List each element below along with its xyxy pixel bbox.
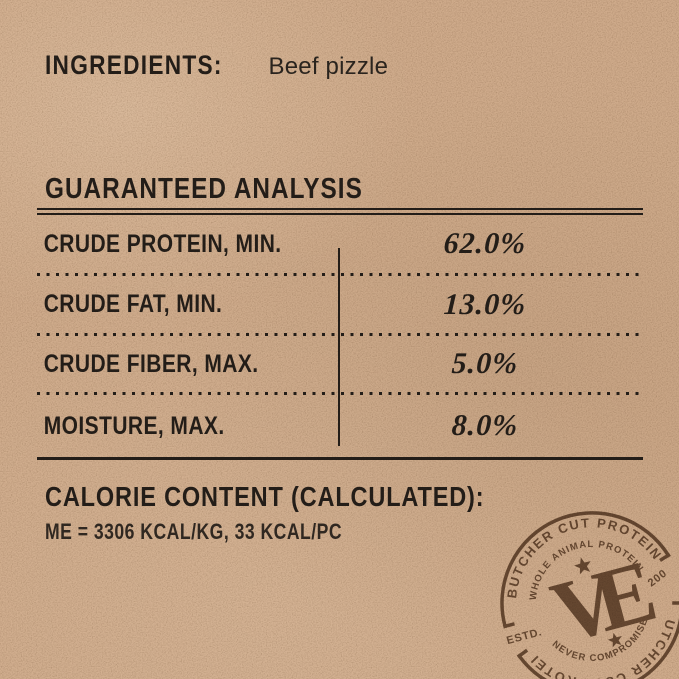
table-row: CRUDE FIBER, MAX. 5.0% bbox=[37, 336, 643, 392]
stamp-estd: ESTD. bbox=[505, 626, 543, 647]
ingredients-line: INGREDIENTS: Beef pizzle bbox=[45, 50, 388, 81]
nutrient-value: 13.0% bbox=[442, 287, 528, 321]
nutrient-label: CRUDE FIBER, MAX. bbox=[43, 349, 259, 378]
bottom-rule bbox=[37, 457, 643, 460]
stamp-year: 200 bbox=[646, 567, 670, 589]
nutrient-label: CRUDE PROTEIN, MIN. bbox=[43, 229, 282, 258]
ingredients-value: Beef pizzle bbox=[268, 53, 389, 80]
nutrient-value: 5.0% bbox=[450, 347, 520, 380]
nutrient-label: CRUDE FAT, MIN. bbox=[43, 290, 223, 318]
table-row: CRUDE PROTEIN, MIN. 62.0% bbox=[37, 215, 643, 273]
nutrient-label: MOISTURE, MAX. bbox=[43, 411, 225, 440]
nutrient-value: 8.0% bbox=[450, 409, 520, 442]
ingredients-heading: INGREDIENTS: bbox=[45, 50, 223, 80]
double-rule bbox=[37, 208, 643, 215]
calorie-content-heading: CALORIE CONTENT (CALCULATED): bbox=[45, 481, 485, 512]
table-row: CRUDE FAT, MIN. 13.0% bbox=[37, 276, 643, 333]
calorie-content-value: ME = 3306 KCAL/KG, 33 KCAL/PC bbox=[45, 519, 343, 544]
guaranteed-analysis-table: CRUDE PROTEIN, MIN. 62.0% CRUDE FAT, MIN… bbox=[37, 208, 643, 460]
guaranteed-analysis-heading: GUARANTEED ANALYSIS bbox=[45, 173, 363, 205]
table-row: MOISTURE, MAX. 8.0% bbox=[37, 395, 643, 457]
column-divider bbox=[338, 248, 340, 446]
nutrient-value: 62.0% bbox=[442, 227, 528, 260]
